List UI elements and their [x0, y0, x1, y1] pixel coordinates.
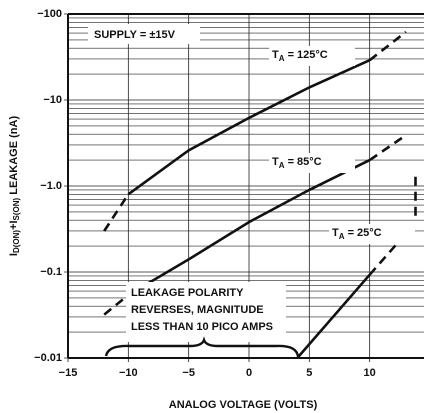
curve-segment	[127, 158, 371, 297]
brace	[104, 336, 300, 357]
curve-label-part: = 125°C	[285, 49, 328, 61]
curve-segment	[368, 236, 404, 276]
y-tick-label: −100	[37, 8, 62, 20]
curve-label-part: = 25°C	[345, 227, 382, 239]
y-axis-title-part: +I	[8, 220, 20, 229]
curve-label: TA = 125°C	[272, 49, 328, 63]
curve-label-bg	[269, 46, 355, 66]
x-tick-label: −5	[182, 367, 195, 379]
y-axis-title-part: LEAKAGE (nA)	[8, 116, 20, 198]
supply-box	[88, 24, 200, 44]
note-box	[126, 282, 286, 342]
curve-label-bg	[329, 224, 415, 244]
curve-segment	[296, 273, 371, 359]
curve-label-part: A	[279, 161, 285, 170]
y-tick-label: −0.01	[34, 352, 62, 364]
curve-segment	[103, 293, 130, 316]
y-axis-title-part: S(ON)	[12, 197, 21, 220]
curve-label-part: A	[339, 232, 345, 241]
curve-label-part: A	[279, 54, 285, 63]
curves: TA = 125°CTA = 85°CTA = 25°C	[103, 30, 417, 359]
x-tick-label: 0	[246, 367, 252, 379]
x-axis-title: ANALOG VOLTAGE (VOLTS)	[169, 399, 318, 411]
x-tick-label: 10	[364, 367, 376, 379]
curve-segment	[103, 193, 130, 232]
curve-label-part: = 85°C	[285, 156, 322, 168]
y-axis-title-part: I	[8, 253, 20, 256]
note-line: LESS THAN 10 PICO AMPS	[131, 321, 273, 333]
x-tick-label: 5	[306, 367, 312, 379]
y-tick-label: −0.1	[40, 266, 62, 278]
supply-label: SUPPLY = ±15V	[94, 29, 176, 41]
curve-segment	[368, 30, 407, 62]
curve-label-part: T	[272, 156, 279, 168]
x-tick-label: −15	[59, 367, 78, 379]
y-axis-title: ID(ON)+IS(ON) LEAKAGE (nA)	[8, 116, 21, 257]
y-axis-title-part: D(ON)	[12, 230, 21, 253]
curve-label-part: T	[272, 49, 279, 61]
curve-label-part: T	[332, 227, 339, 239]
curve-label: TA = 85°C	[272, 156, 322, 170]
note-line: LEAKAGE POLARITY	[131, 287, 244, 299]
y-tick-label: −10	[43, 94, 62, 106]
y-tick-label: −1.0	[40, 180, 62, 192]
curve-segment	[368, 134, 407, 162]
x-tick-label: −10	[119, 367, 138, 379]
curve-segment	[127, 59, 371, 196]
curve-label-bg	[269, 153, 355, 173]
curve-label: TA = 25°C	[332, 227, 382, 241]
note-line: REVERSES, MAGNITUDE	[131, 304, 264, 316]
